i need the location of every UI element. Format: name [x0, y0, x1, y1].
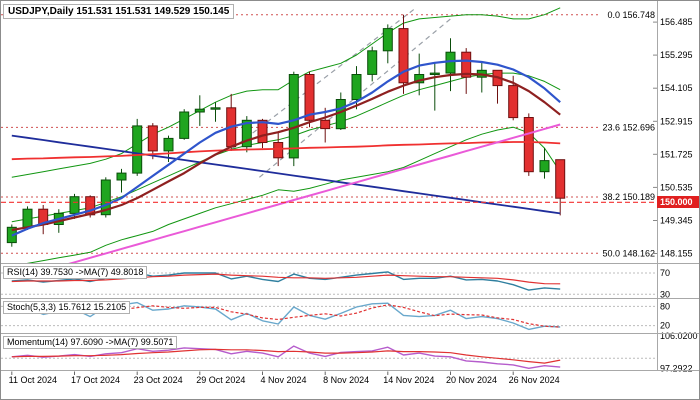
date-label: 17 Oct 2024 [71, 375, 120, 385]
series-momentum-ma [11, 348, 561, 364]
fib-level-label: 50.0 148.162 [602, 248, 655, 258]
chart-ohlc-title: USDJPY,Daily 151.531 151.531 149.529 150… [3, 4, 235, 19]
candle-bear [147, 125, 158, 152]
candle-bear [304, 74, 315, 121]
overlay-ma-red [11, 141, 561, 161]
date-label: 4 Nov 2024 [260, 375, 306, 385]
candle-bear [555, 159, 566, 199]
candle-bull [429, 72, 440, 75]
overlay-bollinger-upper [11, 7, 561, 178]
candle-bear [320, 119, 331, 130]
candle-bull [22, 208, 33, 228]
rsi-indicator-label: RSI(14) 39.7530 ->MA(7) 49.8018 [3, 266, 148, 279]
candle-bear [273, 142, 284, 159]
series-momentum [11, 345, 561, 369]
candle-bull [132, 125, 143, 174]
candle-bull [351, 74, 362, 100]
price-axis-label: 156.485 [660, 17, 693, 27]
date-label: 8 Nov 2024 [323, 375, 369, 385]
momentum-indicator-label: Momentum(14) 97.6090 ->MA(7) 99.5071 [3, 336, 178, 349]
indicator-axis-label: 106.0200 [660, 331, 698, 341]
overlay-ma-magenta [68, 123, 561, 263]
price-axis-label: 151.725 [660, 149, 693, 159]
candle-bull [288, 74, 299, 159]
candle-bear [257, 119, 268, 144]
stochastic-indicator-label: Stoch(5,3,3) 15.7612 15.2105 [3, 301, 131, 314]
date-label: 29 Oct 2024 [196, 375, 245, 385]
candle-bull [100, 179, 111, 216]
candle-bear [508, 85, 519, 119]
candle-bear [461, 51, 472, 78]
candle-bull [210, 107, 221, 110]
current-price-tag: 150.000 [657, 196, 699, 208]
indicator-axis-label: 30 [660, 289, 670, 299]
date-label: 26 Nov 2024 [509, 375, 560, 385]
fib-level-label: 0.0 156.748 [607, 10, 655, 20]
candle-bull [367, 50, 378, 75]
fib-level-label: 23.6 152.696 [602, 122, 655, 132]
candle-bull [539, 160, 550, 173]
overlay-ma-blue [11, 59, 561, 237]
price-axis-label: 148.155 [660, 249, 693, 259]
chart-root: 0.0 156.748 23.6 152.696 38.2 150.189 50.0 … [1, 1, 699, 385]
price-axis-label: 154.105 [660, 83, 693, 93]
date-label: 20 Nov 2024 [446, 375, 497, 385]
candle-bull [179, 111, 190, 139]
price-axis-label: 155.295 [660, 50, 693, 60]
candle-bull [116, 172, 127, 181]
overlay-ma-maroon [11, 72, 561, 232]
date-label: 11 Oct 2024 [9, 375, 57, 385]
date-label: 14 Nov 2024 [383, 375, 434, 385]
indicator-axis-label: 80 [660, 301, 670, 311]
date-label: 23 Oct 2024 [134, 375, 183, 385]
indicator-axis-label: 20 [660, 321, 670, 331]
candle-bull [163, 137, 174, 152]
series-rsi-ma [11, 273, 561, 285]
candle-bear [523, 117, 534, 173]
candle-bull [194, 108, 205, 113]
indicator-axis-label: 70 [660, 268, 670, 278]
price-axis-label: 150.535 [660, 182, 693, 192]
overlay-bollinger-lower [26, 126, 561, 263]
candle-bull [445, 51, 456, 74]
price-axis-label: 152.915 [660, 116, 693, 126]
price-pane [1, 7, 599, 263]
indicator-axis-label: 97.2922 [660, 363, 693, 373]
candle-bull [69, 196, 80, 214]
candle-bear [398, 28, 409, 84]
price-axis-label: 149.345 [660, 215, 693, 225]
fib-level-label: 38.2 150.189 [602, 192, 655, 202]
candle-bull [241, 119, 252, 148]
candle-bull [382, 28, 393, 52]
overlay-ma-navy [11, 134, 561, 215]
